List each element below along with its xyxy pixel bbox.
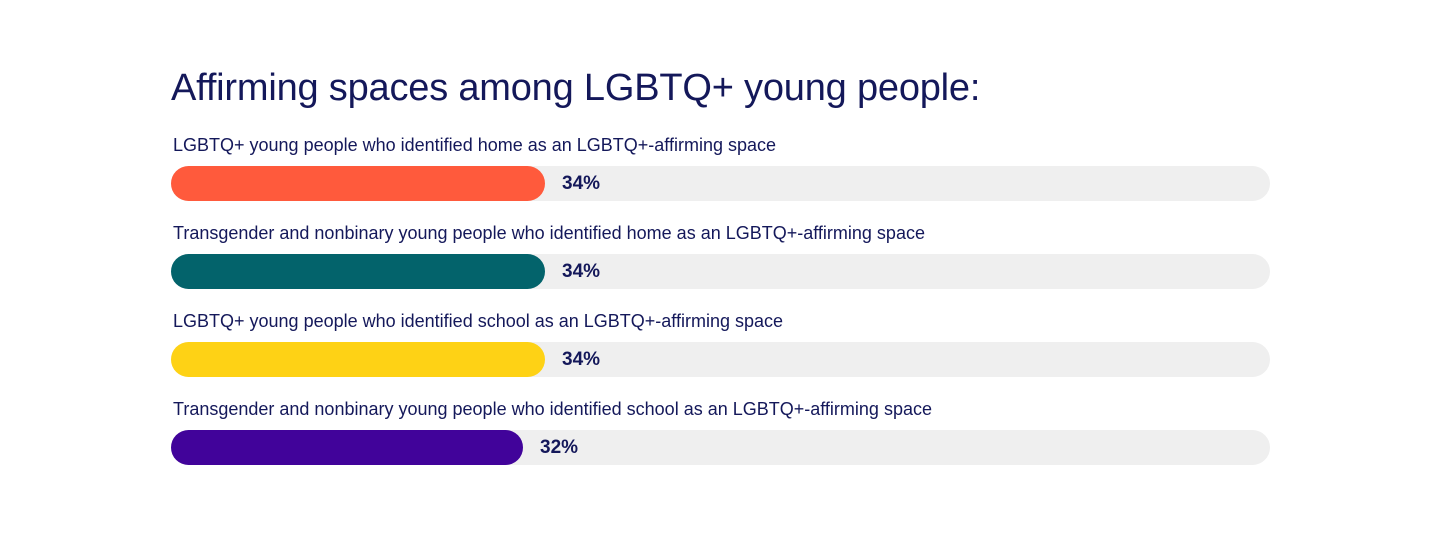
bar-row: Transgender and nonbinary young people w… [171, 220, 1270, 308]
bar [171, 254, 545, 289]
bar [171, 342, 545, 377]
category-label: Transgender and nonbinary young people w… [173, 223, 925, 243]
bar-rows: LGBTQ+ young people who identified home … [171, 132, 1270, 484]
value-label: 34% [562, 173, 601, 194]
bar-track: 34% [171, 342, 1270, 377]
bar [171, 430, 523, 465]
bar-row: LGBTQ+ young people who identified schoo… [171, 308, 1270, 396]
value-label: 32% [540, 437, 579, 458]
bar-track: 34% [171, 254, 1270, 289]
bar [171, 166, 545, 201]
bar-row: Transgender and nonbinary young people w… [171, 396, 1270, 484]
category-label: Transgender and nonbinary young people w… [173, 399, 932, 419]
bar-track: 32% [171, 430, 1270, 465]
bar-row: LGBTQ+ young people who identified home … [171, 132, 1270, 220]
value-label: 34% [562, 349, 601, 370]
category-label: LGBTQ+ young people who identified home … [173, 135, 777, 155]
bar-chart: Affirming spaces among LGBTQ+ young peop… [171, 60, 1270, 484]
chart-title: Affirming spaces among LGBTQ+ young peop… [171, 67, 981, 109]
category-label: LGBTQ+ young people who identified schoo… [173, 311, 784, 331]
bar-track: 34% [171, 166, 1270, 201]
value-label: 34% [562, 261, 601, 282]
